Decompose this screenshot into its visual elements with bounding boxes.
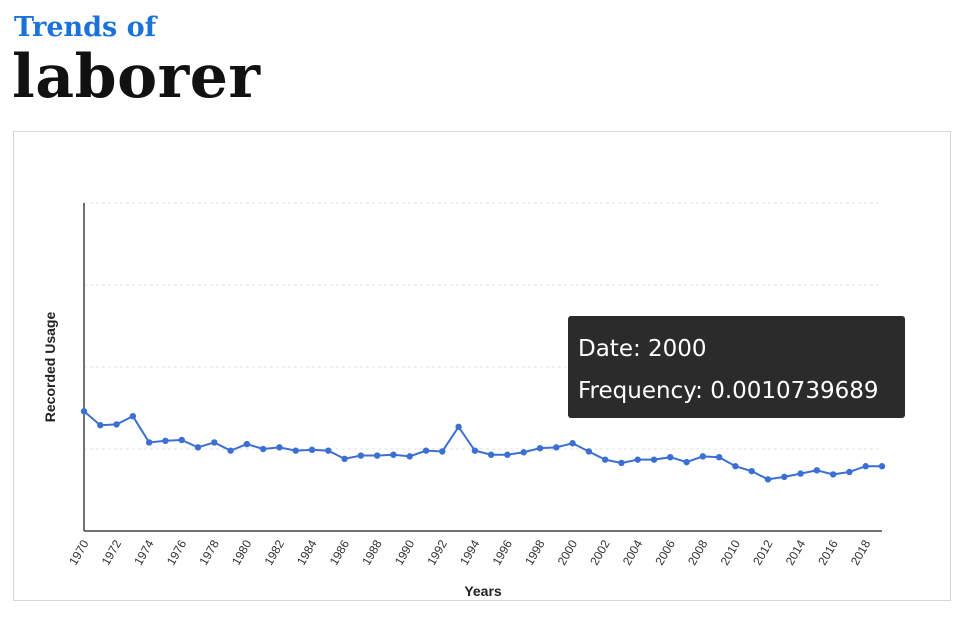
data-point[interactable] [878, 463, 886, 470]
x-tick-label: 2018 [848, 537, 874, 567]
data-point[interactable] [97, 422, 104, 429]
x-tick-label: 1986 [327, 537, 353, 567]
data-point[interactable] [227, 447, 234, 454]
data-point[interactable] [422, 447, 430, 454]
x-tick-label: 2004 [620, 537, 646, 567]
data-point[interactable] [194, 444, 202, 451]
data-point[interactable] [211, 439, 218, 446]
data-point[interactable] [634, 456, 641, 463]
x-tick-label: 1978 [196, 537, 222, 567]
x-tick-label: 1970 [66, 537, 92, 567]
chart-kicker: Trends of [14, 12, 157, 43]
x-tick-label: 2012 [750, 537, 776, 567]
data-point[interactable] [520, 449, 527, 456]
data-point[interactable] [357, 452, 365, 459]
data-point[interactable] [341, 455, 348, 463]
data-point[interactable] [585, 448, 593, 455]
data-point[interactable] [650, 456, 658, 463]
data-point[interactable] [276, 444, 283, 451]
tooltip-date: Date: 2000 [578, 336, 707, 362]
x-tick-label: 1992 [424, 537, 450, 567]
x-tick-label: 2010 [718, 537, 744, 567]
x-tick-label: 1982 [262, 537, 288, 567]
x-tick-label: 2008 [685, 537, 711, 567]
data-point[interactable] [601, 456, 609, 463]
data-point[interactable] [715, 454, 723, 461]
x-tick-label: 2014 [783, 537, 809, 567]
data-point[interactable] [487, 451, 495, 458]
x-tick-label: 1990 [392, 537, 418, 567]
data-point[interactable] [618, 459, 625, 467]
x-tick-label: 1974 [131, 537, 157, 567]
data-point[interactable] [699, 453, 707, 460]
data-point[interactable] [764, 476, 772, 483]
data-point[interactable] [813, 467, 821, 474]
data-point[interactable] [292, 447, 299, 454]
data-point[interactable] [113, 421, 120, 428]
data-point[interactable] [259, 445, 267, 453]
x-tick-label: 2000 [555, 537, 581, 567]
data-point[interactable] [390, 451, 397, 458]
y-axis-label: Recorded Usage [42, 312, 58, 423]
x-tick-label: 1996 [490, 537, 516, 567]
data-point[interactable] [455, 423, 462, 431]
data-point[interactable] [732, 463, 739, 470]
data-point[interactable] [504, 451, 511, 458]
data-point[interactable] [781, 473, 788, 481]
x-tick-label: 1980 [229, 537, 255, 567]
data-point[interactable] [569, 440, 576, 447]
x-tick-label: 1994 [457, 537, 483, 567]
x-tick-label: 2002 [587, 537, 613, 567]
data-point[interactable] [325, 447, 332, 454]
data-point[interactable] [129, 413, 137, 420]
data-point[interactable] [683, 458, 690, 466]
data-point[interactable] [439, 448, 446, 455]
data-point[interactable] [373, 452, 381, 459]
x-tick-label: 1998 [522, 537, 548, 567]
x-tick-label: 1984 [294, 537, 320, 567]
data-point[interactable] [406, 453, 413, 460]
data-point[interactable] [80, 408, 88, 415]
series-line [83, 410, 882, 481]
x-tick-labels: 1970 1972 1974 1976 1978 1980 1982 1984 1986 1988… [66, 537, 873, 567]
data-point[interactable] [553, 444, 560, 451]
x-tick-label: 1988 [359, 537, 385, 567]
grid-lines [84, 202, 882, 450]
data-point[interactable] [145, 439, 153, 446]
data-point[interactable] [748, 467, 755, 475]
data-point[interactable] [829, 471, 837, 478]
data-point[interactable] [162, 437, 169, 444]
x-tick-label: 2006 [652, 537, 678, 567]
data-point[interactable] [797, 470, 804, 477]
data-point[interactable] [846, 468, 853, 476]
data-point[interactable] [243, 440, 251, 448]
series-points [80, 408, 886, 483]
data-point[interactable] [536, 444, 544, 452]
tooltip-frequency: Frequency: 0.0010739689 [578, 378, 879, 404]
x-tick-label: 1976 [164, 537, 190, 567]
data-point[interactable] [471, 447, 479, 454]
data-point[interactable] [308, 446, 316, 454]
x-tick-label: 1972 [99, 537, 125, 567]
x-axis-label: Years [464, 583, 502, 599]
data-point[interactable] [667, 454, 674, 461]
tooltip: Date: 2000 Frequency: 0.0010739689 [568, 316, 905, 418]
data-point[interactable] [178, 436, 185, 444]
data-point[interactable] [862, 463, 869, 470]
chart-word-title: laborer [12, 42, 261, 112]
x-tick-label: 2016 [815, 537, 841, 567]
